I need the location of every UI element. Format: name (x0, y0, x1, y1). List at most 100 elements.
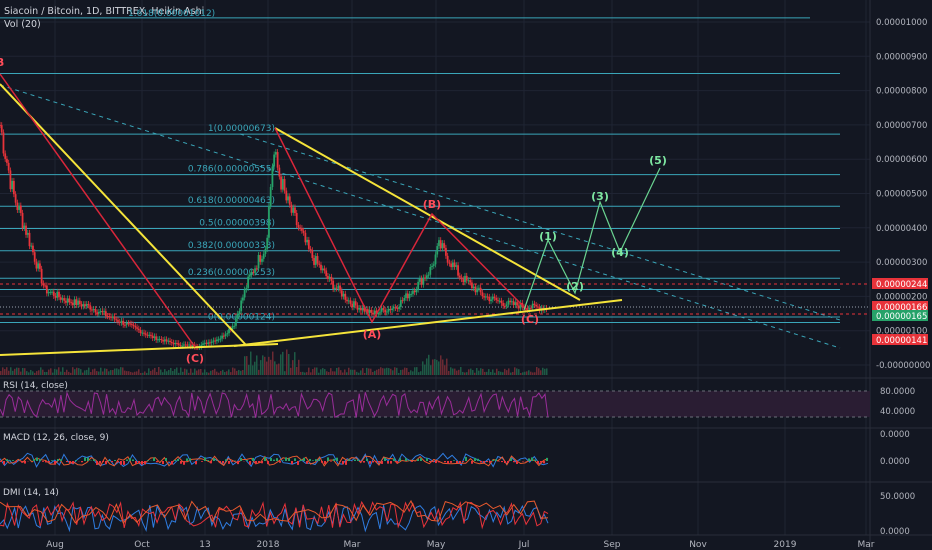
volume-bar (92, 369, 94, 375)
volume-bar (166, 371, 168, 375)
macd-bar (510, 458, 512, 461)
fib-label: 0.382(0.00000333) (188, 241, 275, 251)
volume-bar (390, 368, 392, 375)
macd-bar (303, 457, 305, 461)
red-wave-1 (0, 73, 196, 348)
macd-bar (57, 459, 59, 461)
macd-bar (528, 458, 530, 461)
price-tick: -0.00000000 (876, 361, 930, 371)
candle (6, 158, 8, 163)
candle (323, 268, 326, 271)
candle (502, 303, 505, 306)
candle (304, 232, 307, 243)
candle (11, 180, 14, 190)
candle (320, 264, 322, 271)
volume-bar (192, 372, 194, 375)
candle (96, 312, 99, 314)
volume-bar (412, 371, 414, 375)
time-tick: May (427, 540, 446, 550)
volume-bar (360, 370, 362, 375)
candle (405, 293, 407, 299)
candle (137, 328, 140, 330)
candle (85, 304, 88, 307)
candle (153, 336, 156, 339)
volume-bar (432, 359, 434, 375)
macd-bar (429, 461, 431, 463)
candle (297, 225, 300, 228)
candle (294, 207, 296, 214)
candle (384, 309, 387, 313)
price-tick: 0.00000800 (876, 87, 927, 97)
volume-bar (388, 368, 390, 375)
volume-bar (100, 367, 102, 375)
candle (380, 308, 383, 312)
candle (379, 311, 381, 313)
price-axis[interactable]: 0.00001000 0.00000900 0.00000800 0.00000700… (876, 18, 930, 371)
macd-bar (21, 461, 23, 463)
volume-bar (80, 369, 82, 375)
volume-bar (392, 370, 394, 375)
candle (49, 291, 52, 293)
volume-bar (502, 372, 504, 375)
volume-bar (262, 355, 264, 375)
candle (9, 170, 12, 190)
candle (0, 125, 3, 133)
candle (61, 298, 64, 300)
candle (144, 333, 147, 335)
yellow-support-main (233, 299, 623, 347)
time-tick: 2019 (774, 540, 797, 550)
candle (94, 309, 97, 313)
candle (151, 335, 154, 339)
candle (18, 205, 20, 210)
volume-bar (504, 368, 506, 375)
volume-bar (418, 372, 420, 375)
candle (136, 327, 138, 329)
volume-bar (384, 368, 386, 375)
macd-bar (489, 461, 491, 463)
time-tick: Mar (344, 540, 361, 550)
price-badge-text: 0.00000244 (876, 280, 927, 290)
candle (386, 311, 388, 313)
candle (517, 305, 520, 309)
candle (45, 285, 48, 294)
candle (14, 194, 17, 203)
macd-bar (333, 458, 335, 461)
candle (179, 345, 182, 347)
macd-bar (147, 460, 149, 461)
macd-bar (450, 461, 452, 463)
volume-bar (546, 368, 548, 375)
red-wave-2 (274, 127, 528, 324)
volume-bar (52, 372, 54, 375)
macd-signal-line (0, 455, 549, 467)
macd-bar (141, 461, 143, 465)
candle (366, 309, 369, 313)
macd-bar (174, 459, 176, 461)
macd-bar (45, 461, 47, 463)
volume-bar (136, 371, 138, 375)
candle (497, 300, 499, 302)
candle (26, 232, 29, 235)
volume-bar (190, 368, 192, 375)
volume-bar (64, 372, 66, 375)
candle (209, 342, 211, 344)
volume-bar (60, 371, 62, 375)
wave-label: (3) (591, 190, 609, 203)
time-axis[interactable]: Aug Oct 13 2018 Mar May Jul Sep Nov 2019 Mar (46, 540, 875, 550)
volume-bar (234, 368, 236, 375)
candle (476, 288, 479, 293)
candle (262, 253, 265, 259)
candle (313, 257, 315, 265)
candle (280, 176, 282, 190)
candle (169, 340, 171, 343)
yellow-support-low (0, 343, 279, 356)
candle (302, 230, 305, 233)
volume-bar (272, 351, 274, 375)
candle (52, 291, 55, 296)
candle (353, 301, 355, 308)
candle (481, 292, 484, 297)
macd-bar (132, 459, 134, 461)
candle (288, 196, 291, 205)
volume-bar (480, 368, 482, 375)
candle (285, 190, 288, 201)
